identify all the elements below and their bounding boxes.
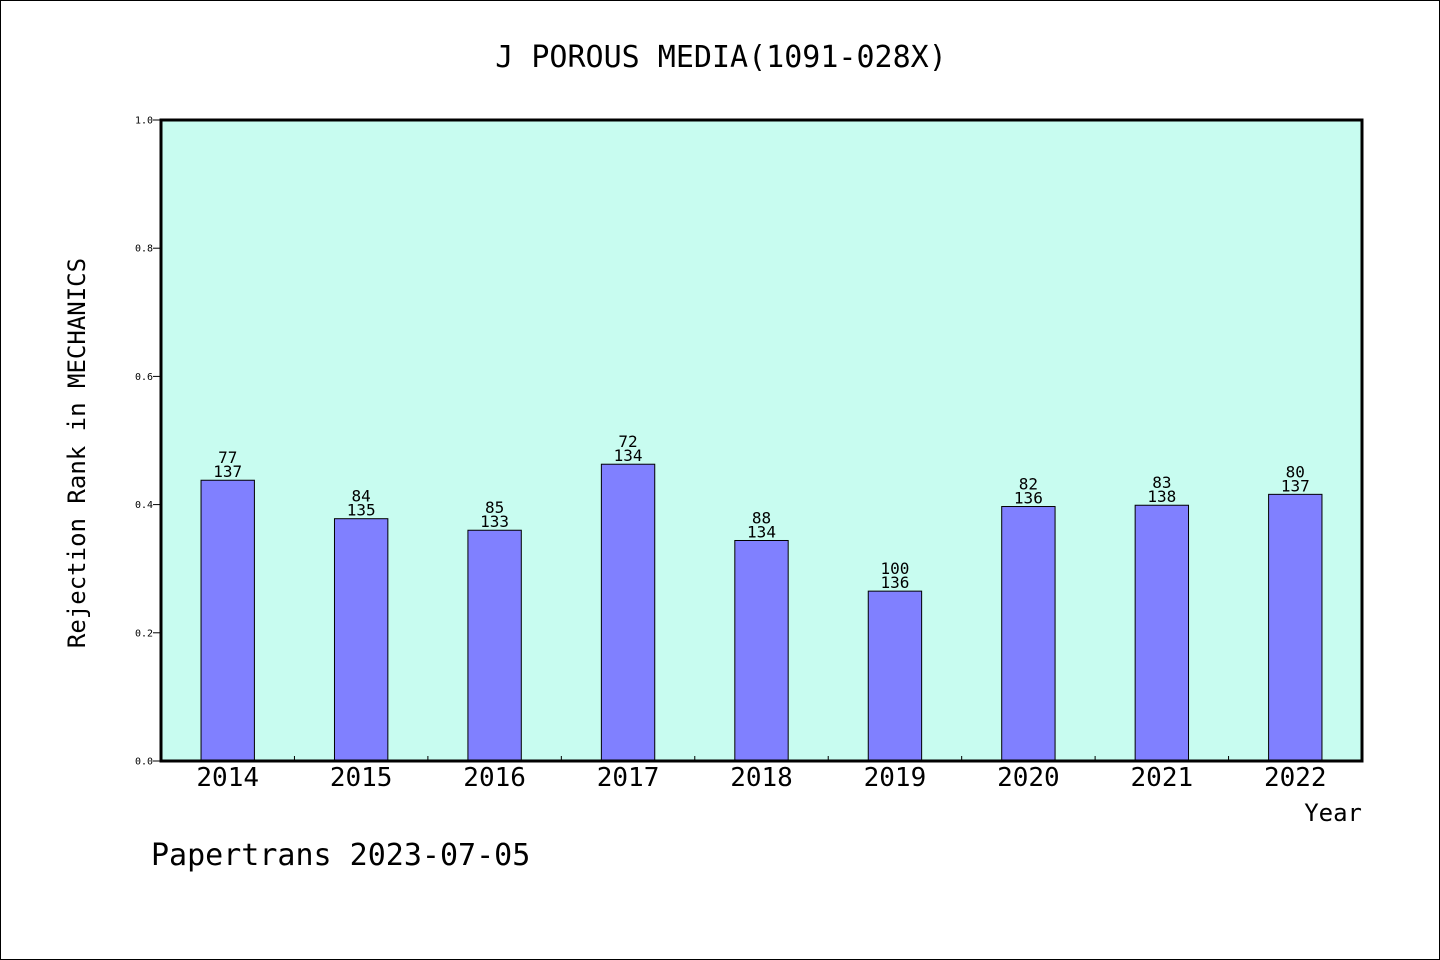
bar-label-rank: 84 — [352, 487, 371, 506]
y-tick-label: 1.0 — [135, 116, 153, 127]
bar — [200, 479, 255, 762]
bar-label-rank: 72 — [618, 432, 637, 451]
y-tick-label: 0.8 — [135, 244, 153, 255]
bar-label-total: 138 — [1147, 487, 1176, 506]
bar — [1268, 493, 1323, 762]
x-tick-label: 2014 — [196, 763, 259, 793]
x-tick-label: 2017 — [597, 763, 660, 793]
bar-label-total: 135 — [347, 501, 376, 520]
x-tick-label: 2016 — [463, 763, 526, 793]
y-axis-label: Rejection Rank in MECHANICS — [63, 258, 91, 648]
bar-label-total: 137 — [213, 462, 242, 481]
bar — [1001, 506, 1056, 762]
bar — [467, 529, 522, 762]
footer-text: Papertrans 2023-07-05 — [151, 838, 530, 873]
bar-label-rank: 80 — [1286, 462, 1305, 481]
bar — [867, 590, 923, 762]
x-tick-label: 2018 — [730, 763, 793, 793]
chart-title: J POROUS MEDIA(1091-028X) — [495, 40, 947, 75]
bar-label-rank: 77 — [218, 448, 237, 467]
y-tick-label: 0.6 — [135, 372, 153, 383]
plot-frame — [159, 118, 1364, 763]
y-tick-label: 0.4 — [135, 500, 153, 511]
bar-label-total: 137 — [1281, 476, 1310, 495]
bar-label-rank: 83 — [1152, 473, 1171, 492]
bar — [600, 463, 656, 762]
bar-label-total: 136 — [1014, 489, 1043, 508]
bar — [1134, 504, 1190, 762]
bar-label-total: 133 — [480, 512, 509, 531]
x-tick-label: 2021 — [1131, 763, 1194, 793]
bar — [734, 539, 789, 762]
y-tick-label: 0.0 — [135, 757, 153, 768]
x-axis-label: Year — [1304, 799, 1362, 827]
bar — [333, 518, 389, 762]
bar-label-rank: 100 — [880, 559, 909, 578]
bar-label-rank: 82 — [1019, 475, 1038, 494]
bar-label-total: 134 — [747, 522, 776, 541]
x-tick-label: 2015 — [330, 763, 393, 793]
bar-label-rank: 88 — [752, 508, 771, 527]
bar-label-rank: 85 — [485, 498, 504, 517]
bar-label-total: 136 — [880, 573, 909, 592]
axis-ticks: 0.0 0.2 0.4 0.6 0.8 1.0 2014 2015 2016 2017 2018 20… — [135, 116, 1327, 794]
bars: 1377713584133851347213488136100136821388… — [200, 432, 1323, 762]
x-tick-label: 2019 — [864, 763, 927, 793]
bar-label-total: 134 — [614, 446, 643, 465]
y-tick-label: 0.2 — [135, 628, 153, 639]
x-tick-label: 2022 — [1264, 763, 1327, 793]
x-tick-label: 2020 — [997, 763, 1060, 793]
